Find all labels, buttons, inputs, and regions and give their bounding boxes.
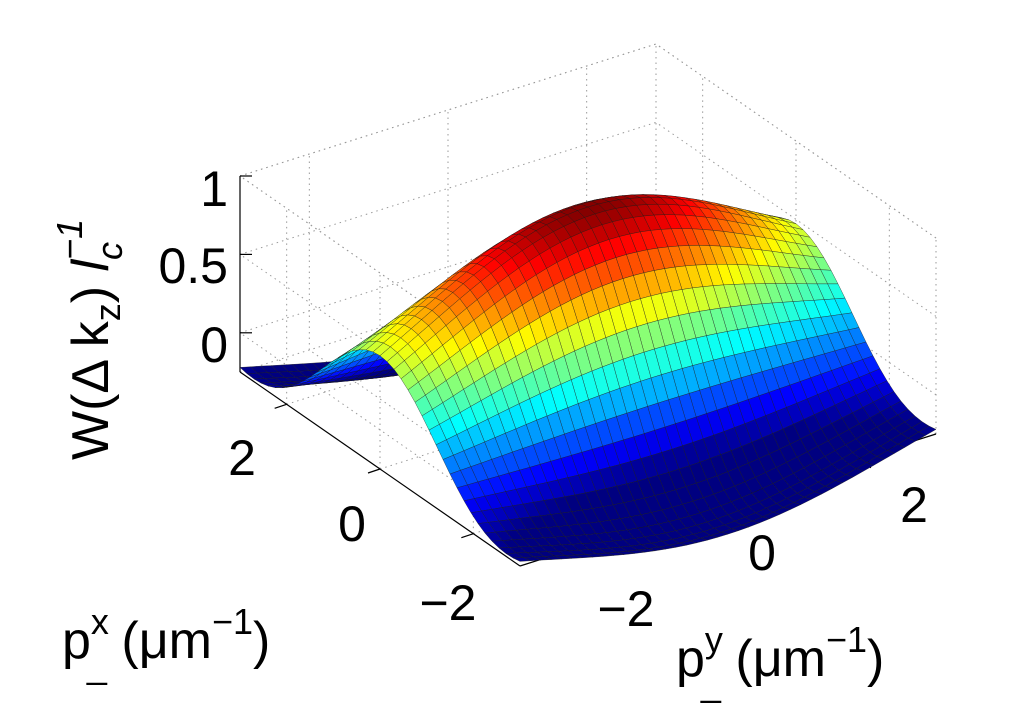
z-axis-label: W(Δ kz) lc−1 bbox=[49, 219, 130, 460]
x-tick-label-2: 2 bbox=[228, 430, 256, 486]
x-tick-mark bbox=[367, 468, 381, 474]
surface-mesh bbox=[239, 194, 937, 562]
wall-grid-line bbox=[239, 43, 657, 177]
surface-patch bbox=[512, 557, 532, 562]
z-tick-label-0.5: 0.5 bbox=[158, 238, 228, 294]
y-tick-label-0: 0 bbox=[748, 525, 776, 581]
x-tick-label-neg2: −2 bbox=[419, 575, 476, 631]
wall-grid-line bbox=[239, 121, 657, 255]
z-tick-label-0: 0 bbox=[200, 317, 228, 373]
y-tick-label-neg2: −2 bbox=[597, 581, 654, 637]
x-axis-label: px _ (μm−1) bbox=[62, 601, 270, 686]
x-tick-mark bbox=[461, 533, 474, 539]
y-axis-label: py _ (μm−1) bbox=[676, 619, 884, 704]
x-tick-mark bbox=[274, 403, 287, 409]
z-tick-label-1: 1 bbox=[200, 161, 228, 217]
y-tick-label-2: 2 bbox=[900, 477, 928, 533]
x-tick-label-0: 0 bbox=[338, 496, 366, 552]
